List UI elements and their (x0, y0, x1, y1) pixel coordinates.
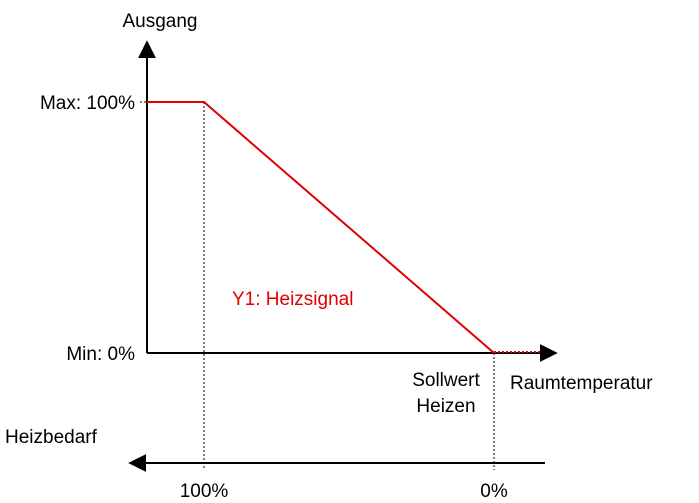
demand-tick: 100% (180, 481, 229, 502)
setpoint-label: Sollwert (412, 370, 480, 391)
demand-tick: 0% (480, 481, 508, 502)
x-axis-label: Raumtemperatur (510, 373, 653, 394)
demand-axis-label: Heizbedarf (5, 427, 98, 448)
setpoint-label: Heizen (416, 396, 475, 417)
heating-curve (147, 101, 495, 354)
max-label: Max: 100% (40, 93, 135, 114)
min-label: Min: 0% (66, 344, 135, 365)
curve-label: Y1: Heizsignal (232, 289, 353, 310)
y-axis-label: Ausgang (122, 11, 197, 32)
